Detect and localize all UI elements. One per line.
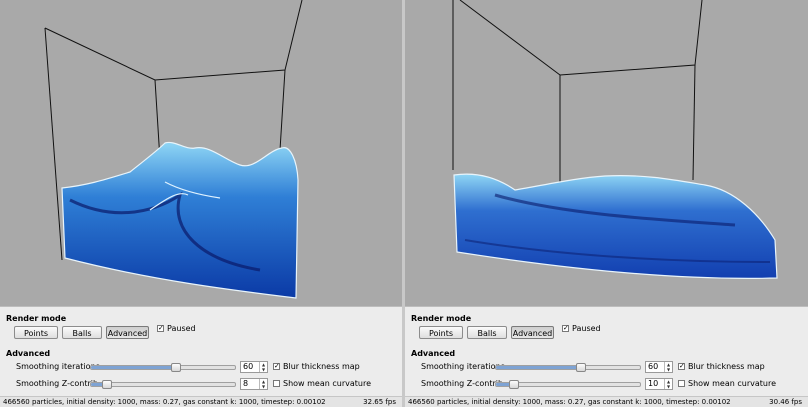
controls-panel: Render mode Points Balls Advanced ✓ Paus… [405, 306, 808, 407]
blur-thickness-checkbox[interactable]: ✓ [273, 362, 280, 370]
balls-button[interactable]: Balls [467, 326, 507, 339]
fps-counter: 30.46 fps [769, 398, 802, 406]
spin-arrows-icon[interactable]: ▲ ▼ [664, 379, 672, 389]
simulation-panel-left: Render mode Points Balls Advanced ✓ Paus… [0, 0, 402, 407]
paused-checkbox[interactable]: ✓ [157, 324, 164, 332]
simulation-panel-right: Render mode Points Balls Advanced ✓ Paus… [405, 0, 808, 407]
fluid-surface-right [453, 173, 778, 279]
mean-curvature-label: Show mean curvature [283, 379, 371, 388]
smoothing-iterations-slider[interactable] [495, 363, 641, 372]
advanced-button[interactable]: Advanced [511, 326, 554, 339]
points-button[interactable]: Points [419, 326, 463, 339]
blur-thickness-label: Blur thickness map [283, 362, 360, 371]
render-mode-title: Render mode [6, 314, 67, 323]
spin-arrows-icon[interactable]: ▲ ▼ [664, 362, 672, 372]
paused-label: Paused [167, 324, 196, 333]
spin-arrows-icon[interactable]: ▲ ▼ [259, 379, 267, 389]
smoothing-zcontrib-spinbox[interactable]: 10 ▲ ▼ [645, 378, 673, 390]
render-viewport[interactable] [0, 0, 402, 306]
render-mode-title: Render mode [411, 314, 472, 323]
mean-curvature-checkbox[interactable] [678, 380, 685, 387]
spin-arrows-icon[interactable]: ▲ ▼ [259, 362, 267, 372]
render-viewport[interactable] [405, 0, 808, 306]
paused-checkbox[interactable]: ✓ [562, 324, 569, 332]
blur-thickness-label: Blur thickness map [688, 362, 765, 371]
smoothing-iterations-spinbox[interactable]: 60 ▲ ▼ [240, 361, 268, 373]
status-message: 466560 particles, initial density: 1000,… [408, 398, 731, 406]
smoothing-zcontrib-label: Smoothing Z-contrib [16, 379, 99, 388]
status-message: 466560 particles, initial density: 1000,… [3, 398, 326, 406]
smoothing-zcontrib-spinbox[interactable]: 8 ▲ ▼ [240, 378, 268, 390]
smoothing-iterations-label: Smoothing iterations [421, 362, 505, 371]
smoothing-zcontrib-label: Smoothing Z-contrib [421, 379, 504, 388]
fluid-render [44, 0, 303, 299]
smoothing-iterations-slider[interactable] [90, 363, 236, 372]
fps-counter: 32.65 fps [363, 398, 396, 406]
status-bar: 466560 particles, initial density: 1000,… [0, 396, 402, 407]
smoothing-iterations-label: Smoothing iterations [16, 362, 100, 371]
fluid-render [452, 0, 778, 279]
container-box [452, 0, 703, 185]
smoothing-zcontrib-slider[interactable] [90, 380, 236, 389]
controls-panel: Render mode Points Balls Advanced ✓ Paus… [0, 306, 402, 407]
blur-thickness-checkbox[interactable]: ✓ [678, 362, 685, 370]
balls-button[interactable]: Balls [62, 326, 102, 339]
advanced-title: Advanced [411, 349, 456, 358]
panel-divider [402, 0, 405, 407]
mean-curvature-checkbox[interactable] [273, 380, 280, 387]
points-button[interactable]: Points [14, 326, 58, 339]
status-bar: 466560 particles, initial density: 1000,… [405, 396, 808, 407]
paused-label: Paused [572, 324, 601, 333]
mean-curvature-label: Show mean curvature [688, 379, 776, 388]
container-box [44, 0, 303, 261]
smoothing-iterations-spinbox[interactable]: 60 ▲ ▼ [645, 361, 673, 373]
advanced-title: Advanced [6, 349, 51, 358]
advanced-button[interactable]: Advanced [106, 326, 149, 339]
smoothing-zcontrib-slider[interactable] [495, 380, 641, 389]
